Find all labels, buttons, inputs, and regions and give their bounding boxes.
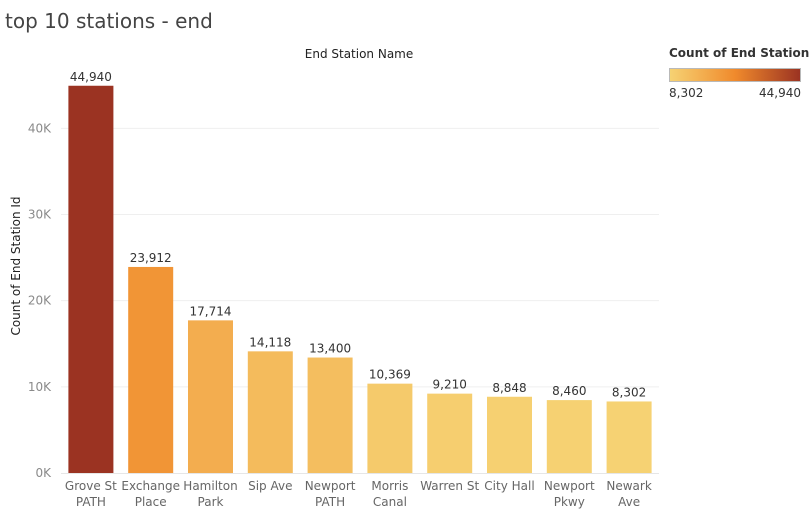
- x-tick-label: Newport: [544, 479, 595, 493]
- y-axis-ticks: 0K 10K 20K 30K 40K: [28, 121, 52, 480]
- bar-value-label: 9,210: [433, 378, 467, 392]
- bar[interactable]: [367, 383, 413, 473]
- bar[interactable]: [247, 351, 293, 473]
- x-tick-label: Pkwy: [554, 495, 585, 509]
- x-tick-label: Newport: [305, 479, 356, 493]
- x-tick-label: City Hall: [484, 479, 534, 493]
- y-tick-label: 10K: [28, 380, 52, 394]
- legend-labels: 8,302 44,940: [669, 86, 801, 100]
- bar-value-label: 44,940: [70, 70, 112, 84]
- x-tick-label: Park: [198, 495, 224, 509]
- x-tick-label: Hamilton: [183, 479, 237, 493]
- legend-max-label: 44,940: [759, 86, 801, 100]
- legend-title: Count of End Station Id: [669, 46, 809, 60]
- bar-value-label: 10,369: [369, 368, 411, 382]
- bar[interactable]: [487, 396, 532, 473]
- x-tick-label: Place: [135, 495, 167, 509]
- x-tick-label: Newark: [606, 479, 651, 493]
- x-tick-label: PATH: [315, 495, 345, 509]
- bars: [68, 85, 652, 473]
- bar[interactable]: [606, 401, 652, 473]
- x-tick-label: Sip Ave: [248, 479, 292, 493]
- bar-value-label: 8,302: [612, 385, 646, 399]
- x-tick-label: Exchange: [121, 479, 180, 493]
- bar[interactable]: [68, 85, 114, 473]
- y-tick-label: 40K: [28, 121, 52, 135]
- bar-value-label: 13,400: [309, 342, 351, 356]
- x-tick-label: Morris: [371, 479, 408, 493]
- bar-value-label: 23,912: [130, 251, 172, 265]
- x-axis-ticks: Grove St PATH Exchange Place Hamilton Park Sip…: [65, 479, 652, 509]
- y-tick-label: 0K: [35, 466, 52, 480]
- color-legend: Count of End Station Id 8,302 44,940: [669, 46, 809, 100]
- y-axis-label: Count of End Station Id: [9, 196, 23, 335]
- legend-min-label: 8,302: [669, 86, 704, 100]
- bar[interactable]: [188, 320, 233, 473]
- x-tick-label: Canal: [373, 495, 407, 509]
- y-tick-label: 30K: [28, 207, 52, 221]
- chart-header: End Station Name: [305, 47, 414, 61]
- bar-value-label: 17,714: [190, 304, 232, 318]
- value-labels: 44,940 23,912 17,714 14,118 13,400 10,369 9,21…: [70, 70, 646, 400]
- bar[interactable]: [307, 357, 353, 473]
- y-tick-label: 20K: [28, 294, 52, 308]
- page-title: top 10 stations - end: [5, 9, 213, 33]
- legend-gradient: [669, 68, 801, 82]
- x-tick-label: Ave: [618, 495, 640, 509]
- bar-value-label: 8,848: [492, 381, 526, 395]
- bar[interactable]: [427, 393, 473, 473]
- x-tick-label: PATH: [76, 495, 106, 509]
- bar[interactable]: [546, 400, 592, 473]
- bar[interactable]: [128, 266, 174, 473]
- bar-value-label: 8,460: [552, 384, 586, 398]
- x-tick-label: Grove St: [65, 479, 117, 493]
- bar-value-label: 14,118: [249, 335, 291, 349]
- x-tick-label: Warren St: [420, 479, 479, 493]
